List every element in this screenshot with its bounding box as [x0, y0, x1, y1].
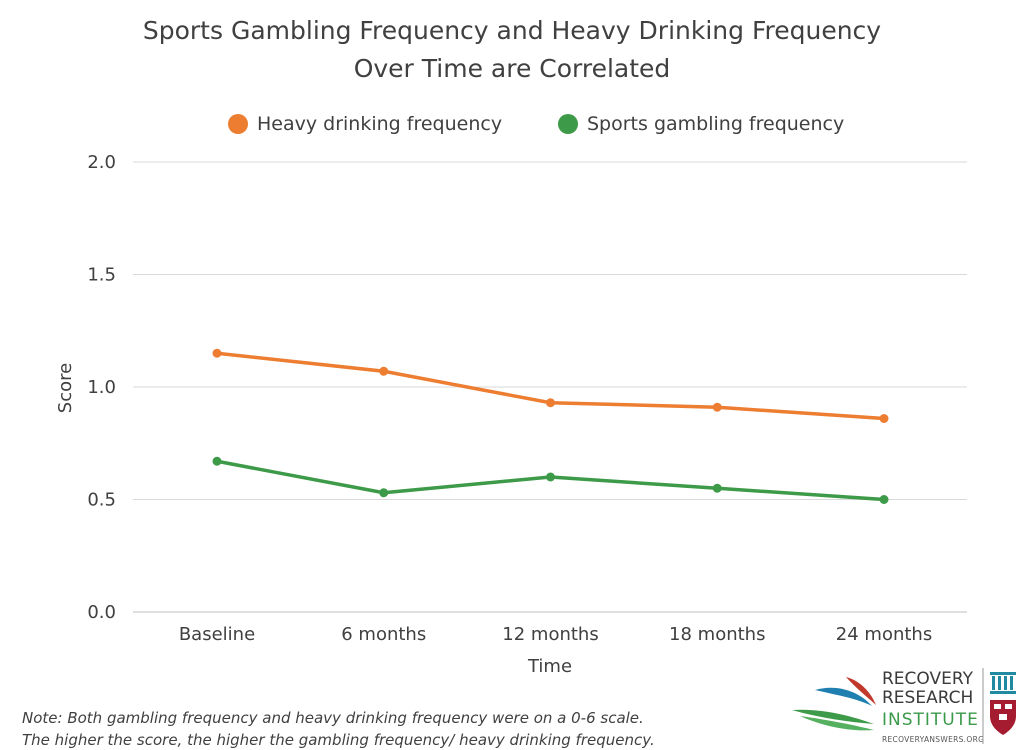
data-point-sports-gambling	[712, 483, 722, 493]
chart-title-line-1: Sports Gambling Frequency and Heavy Drin…	[143, 16, 881, 45]
gridlines	[133, 161, 967, 613]
x-axis-label: Time	[527, 656, 572, 677]
note-line-1: Note: Both gambling frequency and heavy …	[22, 709, 644, 727]
data-point-sports-gambling	[379, 488, 389, 498]
legend-marker-heavy-drinking	[228, 114, 248, 134]
series	[212, 348, 889, 504]
logo-text-research: RESEARCH	[882, 688, 973, 708]
y-tick-label: 1.0	[87, 377, 116, 398]
legend-marker-sports-gambling	[558, 114, 578, 134]
harvard-shield-icon	[990, 672, 1016, 735]
logo-text-institute: INSTITUTE	[882, 710, 979, 730]
chart-title-line-2: Over Time are Correlated	[354, 54, 671, 83]
y-tick-label: 0.5	[87, 490, 116, 511]
legend-label-heavy-drinking: Heavy drinking frequency	[257, 113, 502, 135]
y-tick-label: 2.0	[87, 152, 116, 173]
recovery-research-institute-logo: RECOVERY RESEARCH INSTITUTE RECOVERYANSW…	[792, 668, 1016, 744]
x-tick-label: 18 months	[669, 624, 765, 645]
data-point-sports-gambling	[546, 472, 555, 482]
data-point-heavy-drinking	[212, 348, 222, 358]
data-point-sports-gambling	[879, 495, 889, 504]
data-point-heavy-drinking	[879, 414, 889, 423]
data-point-heavy-drinking	[712, 402, 722, 412]
y-axis-label: Score	[55, 363, 76, 413]
logo-url: RECOVERYANSWERS.ORG	[882, 735, 984, 744]
logo-text-recovery: RECOVERY	[882, 669, 974, 689]
data-point-heavy-drinking	[379, 366, 389, 376]
x-tick-label: 6 months	[341, 624, 426, 645]
x-tick-labels: Baseline 6 months 12 months 18 months 24 mon…	[179, 624, 932, 645]
legend: Heavy drinking frequency Sports gambling…	[228, 113, 844, 135]
series-line-heavy-drinking	[215, 351, 886, 421]
y-tick-labels: 0.0 0.5 1.0 1.5 2.0	[87, 152, 116, 623]
x-tick-label: Baseline	[179, 624, 255, 645]
legend-label-sports-gambling: Sports gambling frequency	[587, 113, 844, 135]
x-tick-label: 24 months	[836, 624, 932, 645]
logo-swoosh-icon	[792, 677, 876, 731]
y-tick-label: 0.0	[87, 602, 116, 623]
x-tick-label: 12 months	[502, 624, 598, 645]
note-line-2: The higher the score, the higher the gam…	[22, 731, 655, 749]
data-point-heavy-drinking	[546, 398, 555, 408]
data-point-sports-gambling	[212, 456, 222, 466]
y-tick-label: 1.5	[87, 265, 116, 286]
